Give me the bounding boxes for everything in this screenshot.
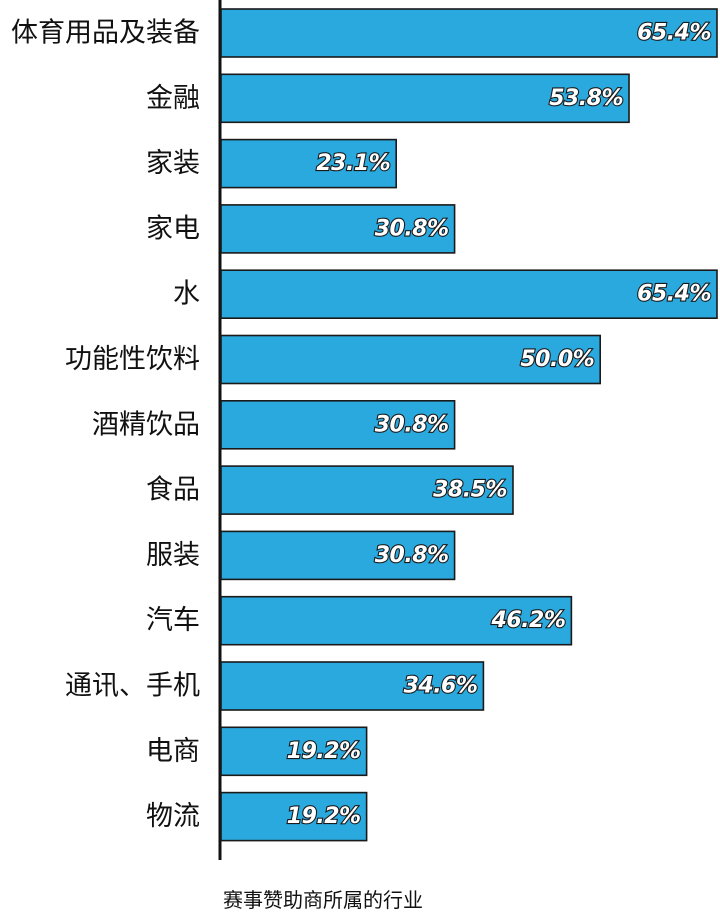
bar-12 (220, 791, 368, 842)
value-label-12: 19.2% (287, 804, 361, 829)
bar-6 (220, 399, 456, 450)
bar-0 (220, 8, 718, 58)
value-label-2: 23.1% (316, 151, 390, 176)
bar-4 (220, 269, 718, 320)
bar-10 (220, 661, 485, 711)
bars-group: 体育用品及装备 65.4% 金融 53.8% 家装 23.1% 家电 30.8% 水 65.4% 功… (11, 8, 718, 842)
bar-9 (220, 595, 573, 646)
bar-2 (220, 138, 397, 189)
value-label-1: 53.8% (549, 86, 623, 111)
category-label-7: 食品 (146, 475, 200, 506)
bar-5 (220, 334, 602, 385)
value-label-4: 65.4% (637, 282, 711, 307)
bar-8 (220, 530, 456, 581)
category-label-8: 服装 (146, 540, 200, 571)
bar-1 (220, 73, 630, 124)
value-label-8: 30.8% (375, 543, 449, 568)
category-label-6: 酒精饮品 (92, 409, 200, 440)
x-axis-caption: 赛事赞助商所属的行业 (223, 888, 423, 912)
category-label-12: 物流 (146, 801, 200, 832)
value-label-10: 34.6% (404, 674, 478, 699)
category-label-3: 家电 (146, 213, 200, 244)
category-label-9: 汽车 (146, 605, 200, 636)
category-label-11: 电商 (146, 736, 200, 767)
value-label-7: 38.5% (433, 478, 507, 503)
category-label-5: 功能性饮料 (65, 344, 200, 375)
category-label-2: 家装 (146, 148, 200, 179)
value-label-3: 30.8% (375, 216, 449, 241)
bar-11 (220, 726, 368, 777)
value-label-0: 65.4% (637, 21, 711, 46)
value-label-11: 19.2% (287, 739, 361, 764)
category-label-0: 体育用品及装备 (11, 18, 200, 49)
category-label-10: 通讯、手机 (65, 671, 200, 702)
category-label-1: 金融 (146, 83, 200, 114)
category-label-4: 水 (173, 279, 200, 310)
value-label-5: 50.0% (520, 347, 594, 372)
value-label-9: 46.2% (491, 608, 566, 633)
bar-7 (220, 465, 514, 515)
value-label-6: 30.8% (375, 412, 449, 437)
bar-3 (220, 204, 456, 254)
